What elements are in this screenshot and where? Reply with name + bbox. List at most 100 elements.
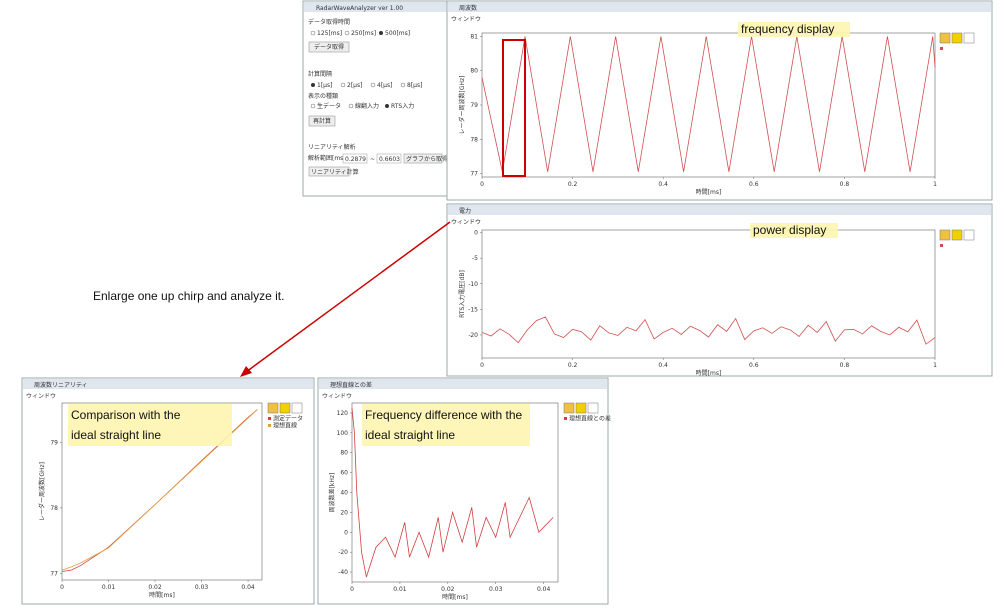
window-title: RadarWaveAnalyzer ver 1.00	[316, 5, 403, 12]
tool-button[interactable]	[963, 229, 975, 241]
tool-button[interactable]	[951, 32, 963, 44]
option[interactable]: 1[μs]	[317, 82, 332, 89]
annotation: Enlarge one up chirp and analyze it.	[93, 289, 284, 303]
y-tick-label: 60	[340, 470, 348, 477]
window-title: 電力	[459, 207, 471, 215]
option[interactable]: 8[μs]	[407, 82, 422, 89]
button[interactable]	[308, 41, 350, 53]
series-line	[481, 316, 936, 345]
annotation-bg	[738, 22, 850, 37]
button-label[interactable]: グラフから取得	[406, 155, 448, 163]
radio[interactable]	[379, 31, 383, 35]
button-label[interactable]: リニアリティ計算	[311, 168, 359, 176]
x-tick-label: 0.03	[195, 584, 209, 591]
x-tick-label: 0.01	[393, 586, 407, 593]
y-tick-label: 79	[50, 439, 58, 446]
label: 解析範囲[ms]	[308, 154, 346, 162]
title-bar	[448, 2, 991, 12]
x-tick-label: 0.8	[840, 362, 850, 369]
legend-swatch	[940, 47, 943, 50]
option[interactable]: 線翻入力	[355, 102, 379, 110]
y-axis-label: レーダー周波数[GHz]	[38, 462, 46, 521]
button[interactable]	[308, 115, 336, 127]
y-axis-label: RTS入力電圧[dB]	[458, 270, 466, 318]
button-label[interactable]: 再計算	[313, 117, 331, 125]
y-tick-label: 120	[337, 410, 349, 417]
series-line	[61, 409, 258, 571]
label: 計算間隔	[308, 70, 332, 78]
x-tick-label: 0.2	[568, 362, 578, 369]
tool-button[interactable]	[939, 32, 951, 44]
series-line	[351, 407, 554, 578]
y-tick-label: 78	[50, 505, 58, 512]
legend-label: 測定データ	[273, 415, 303, 423]
option[interactable]: RTS入力	[391, 102, 414, 110]
x-tick-label: 1	[933, 181, 937, 188]
y-tick-label: 77	[470, 171, 478, 178]
annotation-bg	[362, 404, 530, 446]
button[interactable]	[403, 153, 443, 164]
label: データ取得時間	[308, 18, 350, 26]
x-tick-label: 0	[60, 584, 64, 591]
radio[interactable]	[348, 103, 354, 109]
y-tick-label: 80	[340, 450, 348, 457]
radio[interactable]	[311, 83, 315, 87]
option[interactable]: 125[ms]	[317, 30, 342, 37]
radio[interactable]	[400, 82, 406, 88]
y-axis-label: レーダー周波数[GHz]	[458, 76, 466, 135]
button[interactable]	[308, 166, 350, 177]
x-tick-label: 0.4	[658, 181, 668, 188]
option[interactable]: 2[μs]	[347, 82, 362, 89]
radio[interactable]	[385, 104, 389, 108]
input[interactable]	[342, 153, 368, 164]
annotation-bg	[68, 404, 232, 446]
title-bar	[448, 205, 991, 215]
x-axis-label: 時間[ms]	[696, 188, 722, 196]
y-tick-label: 0	[474, 230, 478, 237]
tool-button[interactable]	[963, 32, 975, 44]
option[interactable]: 生データ	[317, 102, 341, 110]
legend-label: 理想直線との差	[569, 415, 611, 423]
y-tick-label: 79	[470, 102, 478, 109]
option[interactable]: 500[ms]	[385, 30, 410, 37]
series-line	[481, 36, 936, 172]
tool-button[interactable]	[279, 402, 291, 414]
radio[interactable]	[340, 82, 346, 88]
tool-button[interactable]	[291, 402, 303, 414]
button-label[interactable]: データ取得	[314, 43, 344, 51]
tool-button[interactable]	[563, 402, 575, 414]
legend-swatch	[564, 417, 567, 420]
y-tick-label: 81	[470, 33, 478, 40]
legend-swatch	[268, 417, 271, 420]
tool-button[interactable]	[939, 229, 951, 241]
x-tick-label: 1	[933, 362, 937, 369]
label: リニアリティ解析	[308, 143, 356, 151]
y-tick-label: -15	[468, 306, 478, 313]
tool-button[interactable]	[587, 402, 599, 414]
legend-swatch	[940, 244, 943, 247]
window-title: 周波数リニアリティ	[34, 381, 88, 389]
input-value[interactable]: 0.6603	[379, 156, 400, 163]
label: 表示の種類	[308, 92, 338, 100]
radio[interactable]	[310, 103, 316, 109]
tool-button[interactable]	[575, 402, 587, 414]
option[interactable]: 250[ms]	[351, 30, 376, 37]
option[interactable]: 4[μs]	[377, 82, 392, 89]
tool-button[interactable]	[951, 229, 963, 241]
annotation-bg	[750, 223, 838, 238]
radio[interactable]	[370, 82, 376, 88]
x-tick-label: 0.8	[840, 181, 850, 188]
menu: ウィンドウ	[26, 392, 56, 400]
tool-button[interactable]	[267, 402, 279, 414]
x-tick-label: 0.03	[489, 586, 503, 593]
radio[interactable]	[344, 30, 350, 36]
x-axis-label: 時間[ms]	[696, 369, 722, 377]
annotation: frequency display	[741, 22, 834, 36]
input[interactable]	[376, 153, 402, 164]
y-tick-label: -20	[468, 332, 478, 339]
menu: ウィンドウ	[451, 218, 481, 226]
x-tick-label: 0.02	[148, 584, 162, 591]
x-tick-label: 0	[480, 181, 484, 188]
radio[interactable]	[310, 30, 316, 36]
input-value[interactable]: 0.2879	[345, 156, 366, 163]
